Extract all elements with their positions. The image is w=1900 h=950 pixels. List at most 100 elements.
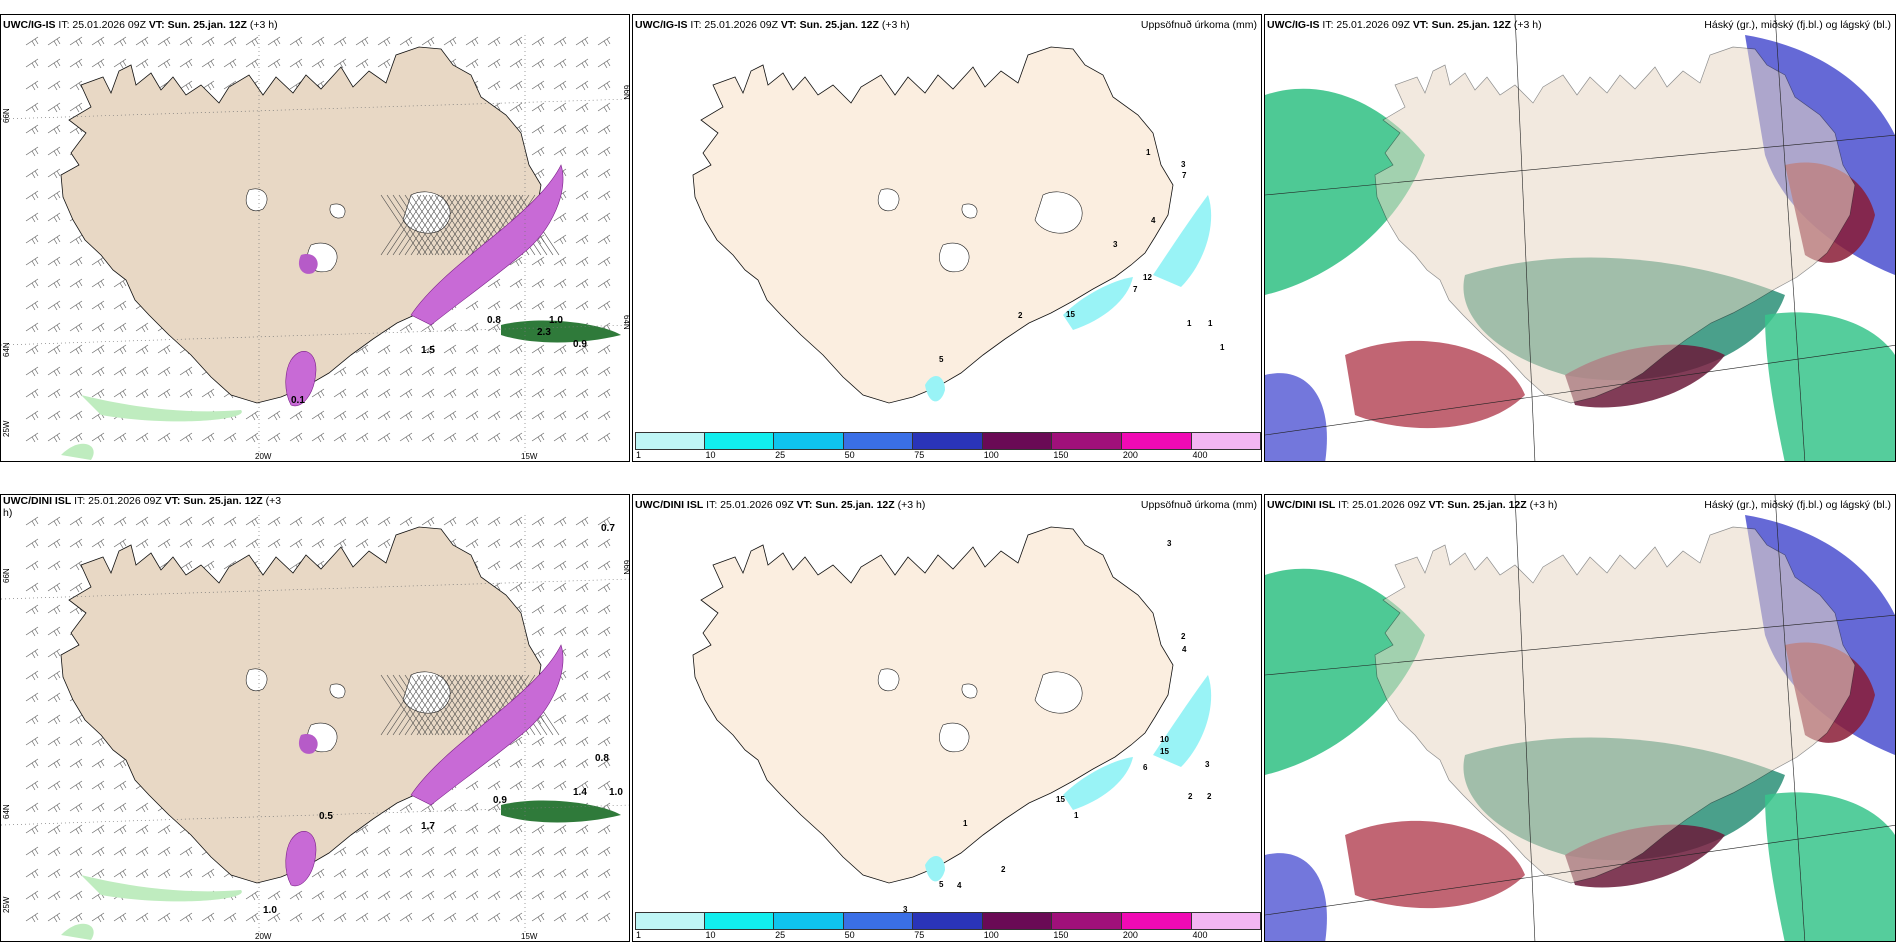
wind-barb — [355, 890, 369, 901]
wind-barb — [597, 300, 611, 311]
panel-right-title: Háský (gr.), miðský (fj.bl.) og lágský (… — [1704, 19, 1891, 31]
wind-barb — [553, 344, 567, 355]
wind-barb — [377, 410, 391, 421]
wind-barb — [245, 890, 259, 901]
wind-barb — [311, 58, 325, 69]
wind-barb — [47, 538, 61, 549]
map-value: 7 — [1133, 285, 1138, 294]
cloud-layer — [1265, 853, 1327, 941]
wind-barb — [531, 80, 545, 91]
wind-barb — [531, 344, 545, 355]
map-value: 1 — [963, 819, 968, 828]
wind-barb — [355, 388, 369, 399]
wind-barb — [575, 604, 589, 615]
wind-barb — [377, 538, 391, 549]
wind-barb — [25, 648, 39, 659]
wind-barb — [553, 582, 567, 593]
wind-barb — [69, 780, 83, 791]
map-value: 5 — [939, 355, 944, 364]
map-value: 1 — [1146, 148, 1151, 157]
hatch-line — [392, 674, 434, 736]
wind-barb — [223, 58, 237, 69]
wind-barb — [201, 432, 215, 443]
hatch-line — [386, 194, 428, 256]
wind-barb — [509, 582, 523, 593]
wind-barb — [267, 538, 281, 549]
wind-barb — [113, 802, 127, 813]
wind-barb — [91, 278, 105, 289]
panel-header: UWC/IG-IS IT: 25.01.2026 09Z VT: Sun. 25… — [1267, 19, 1542, 31]
wind-barb — [333, 846, 347, 857]
wind-barb — [25, 868, 39, 879]
wind-barb — [25, 388, 39, 399]
wind-barb — [509, 538, 523, 549]
precip-area — [1063, 277, 1133, 330]
wind-barb — [597, 516, 611, 527]
wind-barb — [333, 410, 347, 421]
wind-barb — [113, 868, 127, 879]
wind-barb — [377, 912, 391, 923]
rain-band — [501, 800, 621, 823]
wind-barb — [597, 912, 611, 923]
wind-barb — [465, 410, 479, 421]
wind-barb — [509, 758, 523, 769]
wind-barb — [575, 626, 589, 637]
wind-barb — [487, 410, 501, 421]
wind-barb — [487, 388, 501, 399]
wind-barb — [113, 344, 127, 355]
map-value: 15 — [1066, 310, 1075, 319]
wind-barb — [597, 648, 611, 659]
wind-barb — [267, 516, 281, 527]
wind-barb — [575, 714, 589, 725]
wind-barb — [47, 234, 61, 245]
wind-barb — [487, 846, 501, 857]
wind-barb — [355, 36, 369, 47]
wind-barb — [487, 516, 501, 527]
wind-barb — [509, 912, 523, 923]
wind-barb — [69, 410, 83, 421]
wind-barb — [575, 36, 589, 47]
wind-barb — [355, 344, 369, 355]
wind-barb — [487, 758, 501, 769]
map-value: 15 — [1160, 747, 1169, 756]
glacier — [877, 668, 900, 691]
map-layer — [692, 526, 1174, 884]
wind-barb — [465, 846, 479, 857]
wind-barb — [91, 846, 105, 857]
wind-barb — [597, 736, 611, 747]
wind-barb — [69, 538, 83, 549]
wind-barb — [597, 410, 611, 421]
wind-barb — [509, 366, 523, 377]
wind-barb — [25, 432, 39, 443]
wind-barb — [135, 868, 149, 879]
wind-barb — [69, 256, 83, 267]
low-cloud-band — [61, 923, 94, 940]
lon-label-15w: 15W — [521, 452, 538, 461]
map-value: 2 — [1001, 865, 1006, 874]
precip-map — [692, 526, 1212, 884]
wind-barb — [487, 300, 501, 311]
wind-barb — [289, 538, 303, 549]
wind-barb — [377, 36, 391, 47]
colorbar-tick-label: 150 — [1053, 450, 1069, 460]
wind-barb — [553, 278, 567, 289]
glacier — [961, 683, 978, 699]
lat-label-66n: 66N — [2, 108, 11, 123]
map-value: 1.4 — [573, 787, 587, 798]
wind-barb — [399, 344, 413, 355]
wind-barb — [421, 846, 435, 857]
colorbar-tick-label: 1 — [636, 450, 642, 460]
glacier — [939, 722, 970, 752]
wind-barb — [69, 802, 83, 813]
wind-barb — [531, 256, 545, 267]
glacier — [329, 683, 346, 699]
panel-right-title: Uppsöfnuð úrkoma (mm) — [1140, 499, 1257, 511]
wind-barb — [399, 890, 413, 901]
wind-barb — [509, 256, 523, 267]
colorbar-outline — [635, 912, 1261, 930]
wind-barb — [25, 670, 39, 681]
wind-barb — [465, 388, 479, 399]
wind-barb — [25, 234, 39, 245]
map-value: 0.9 — [573, 339, 587, 350]
wind-barb — [135, 36, 149, 47]
